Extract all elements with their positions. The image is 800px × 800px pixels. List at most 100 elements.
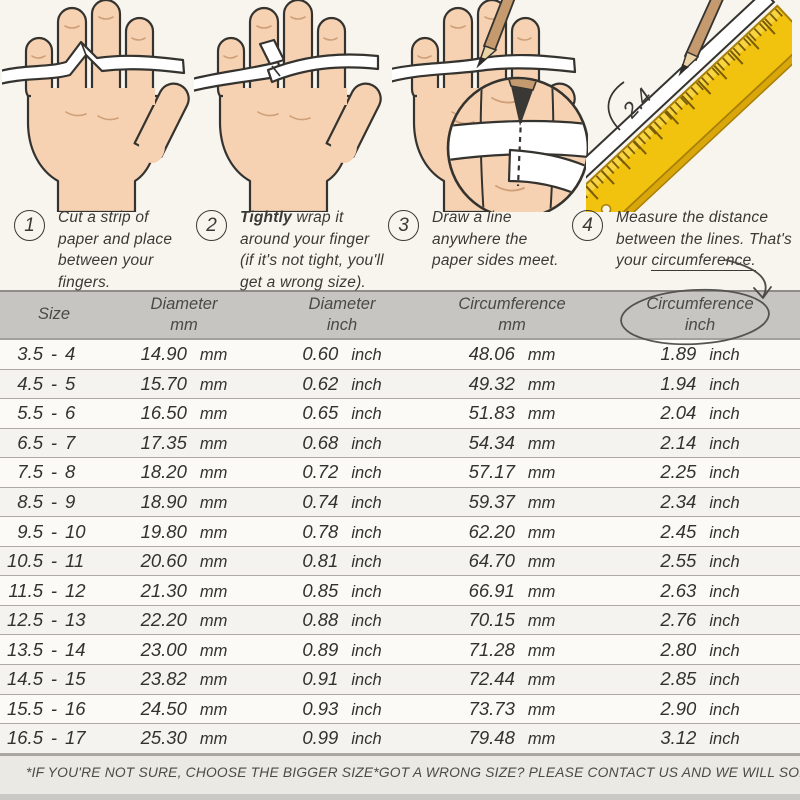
step-3-line: Draw a line [432,209,512,226]
diameter-mm-value: 23.00 [140,638,187,660]
circumference-inch-value: 1.89 [660,343,697,365]
step-2-line-rest: wrap it [291,209,344,226]
hand-wrapped-strip-illustration [194,0,382,212]
step-2-number-badge: 2 [196,210,227,241]
unit-inch: inch [709,405,740,424]
col-header-line: Size [37,305,71,324]
unit-inch: inch [709,582,740,601]
col-header-line: inch [684,316,716,334]
unit-inch: inch [709,523,740,542]
diameter-inch-value: 0.88 [302,609,339,631]
circumference-inch-value: 2.45 [660,520,697,542]
circumference-inch-value: 2.90 [660,697,697,719]
unit-inch: inch [709,346,740,365]
step-2-line: get a wrong size). [240,274,366,292]
diameter-inch-value: 0.91 [302,668,339,690]
unit-mm: mm [199,553,228,572]
step-1-line: Cut a strip of [58,209,149,226]
unit-mm: mm [527,346,556,365]
col-header-line: mm [170,316,198,334]
unit-inch: inch [351,671,382,690]
diameter-mm-value: 14.90 [140,343,187,365]
size-min: 3.5 [17,343,43,365]
unit-mm: mm [199,405,228,424]
size-separator: - [50,461,58,483]
table-row: 11.5-12 21.30 mm 0.85 inch 66.91 mm 2.63 inch [0,576,800,606]
hand-paper-strip-illustration [2,0,190,212]
col-header-circumference-mm: Circumference mm [424,294,600,337]
step-4-line: between the lines. That's [616,230,792,248]
table-row: 10.5-11 20.60 mm 0.81 inch 64.70 mm 2.55 inch [0,546,800,577]
diameter-mm-value: 20.60 [140,550,187,572]
diameter-inch-value: 0.62 [302,372,339,394]
col-header-circumference-inch: Circumference inch [600,294,800,337]
unit-mm: mm [199,700,228,719]
step-2-text: Tightly wrap it around your finger (if i… [240,207,384,294]
size-min: 16.5 [6,727,43,749]
circumference-mm-value: 66.91 [468,579,515,601]
size-separator: - [50,697,58,719]
diameter-mm-value: 18.90 [140,491,187,512]
magnifier-inset [446,76,588,212]
diameter-inch-value: 0.85 [302,579,339,601]
diameter-inch-value: 0.65 [302,402,339,424]
ring-size-table: Size Diameter mm Diameter inch Circumferen… [0,290,800,754]
table-row: 15.5-16 24.50 mm 0.93 inch 73.73 mm 2.90 inch [0,694,800,725]
diameter-mm-value: 25.30 [140,727,187,749]
col-header-line: Circumference [646,294,754,313]
unit-mm: mm [199,641,228,660]
unit-inch: inch [351,434,382,453]
table-row: 9.5-10 19.80 mm 0.78 inch 62.20 mm 2.45 inch [0,517,800,547]
col-header-line: Diameter [150,294,218,313]
unit-inch: inch [351,700,382,719]
size-separator: - [50,668,58,690]
table-body: 3.5-4 14.90 mm 0.60 inch 48.06 mm 1.89 inch 4.5-… [0,340,800,754]
ruler-icon [586,0,792,212]
step-3-text: Draw a line anywhere the paper sides mee… [432,207,559,272]
unit-mm: mm [199,612,228,631]
size-min: 6.5 [17,431,43,453]
size-min: 14.5 [6,668,43,690]
table-row: 16.5-17 25.30 mm 0.99 inch 79.48 mm 3.12 inch [0,724,800,754]
unit-inch: inch [709,375,740,394]
step-3-line: paper sides meet. [432,252,559,270]
unit-inch: inch [351,523,382,542]
size-separator: - [50,431,58,453]
diameter-inch-value: 0.93 [302,697,339,719]
unit-mm: mm [199,434,228,453]
unit-mm: mm [527,405,556,424]
circumference-inch-value: 2.55 [660,550,697,572]
unit-inch: inch [351,641,382,660]
circumference-mm-value: 71.28 [468,638,515,660]
circumference-mm-value: 64.70 [468,550,515,572]
size-max: 8 [65,461,76,483]
table-row: 12.5-13 22.20 mm 0.88 inch 70.15 mm 2.76 inch [0,605,800,636]
size-max: 16 [65,697,86,719]
table-row: 8.5-9 18.90 mm 0.74 inch 59.37 mm 2.34 inch [0,487,800,518]
table-row: 3.5-4 14.90 mm 0.60 inch 48.06 mm 1.89 inch [0,340,800,370]
unit-inch: inch [351,612,382,631]
step-3-number-badge: 3 [388,210,419,241]
table-row: 6.5-7 17.35 mm 0.68 inch 54.34 mm 2.14 inch [0,428,800,459]
unit-mm: mm [527,523,556,542]
size-min: 9.5 [17,520,43,542]
unit-inch: inch [351,730,382,749]
unit-inch: inch [709,700,740,719]
col-header-diameter-inch: Diameter inch [260,294,424,337]
table-row: 4.5-5 15.70 mm 0.62 inch 49.32 mm 1.94 inch [0,369,800,400]
unit-inch: inch [351,346,382,365]
size-separator: - [50,727,58,749]
step-4-number-badge: 4 [572,210,603,241]
diameter-mm-value: 16.50 [140,402,187,424]
unit-inch: inch [351,405,382,424]
step-1-number-badge: 1 [14,210,45,241]
size-min: 13.5 [6,638,43,660]
diameter-inch-value: 0.68 [302,431,339,453]
col-header-size: Size [0,304,108,325]
step-1-line: between your [58,252,154,270]
unit-mm: mm [527,553,556,572]
unit-mm: mm [199,582,228,601]
step-2-line: around your finger [240,230,370,248]
col-header-line: mm [498,316,526,334]
circumference-inch-value: 1.94 [660,372,697,394]
